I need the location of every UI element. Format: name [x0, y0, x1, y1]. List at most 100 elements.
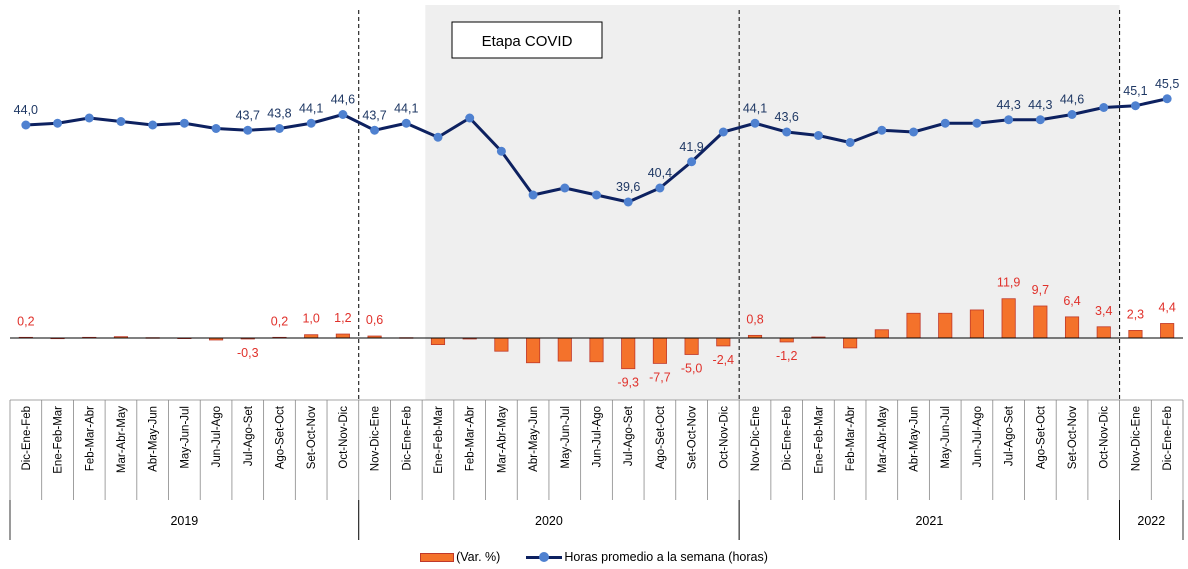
- x-tick-label: Jul-Ago-Set: [1004, 405, 1016, 466]
- line-point: [623, 197, 633, 207]
- line-data-label: 44,1: [299, 101, 323, 115]
- separators: [358, 10, 1121, 400]
- year-label: 2022: [1137, 514, 1165, 528]
- legend-line-label: Horas promedio a la semana (horas): [564, 550, 768, 564]
- line-point: [148, 120, 158, 130]
- line-data-label: 43,8: [267, 107, 291, 121]
- bar-data-label: 6,4: [1063, 294, 1080, 308]
- bar: [557, 337, 572, 362]
- x-tick-label: Set-Oct-Nov: [687, 406, 699, 470]
- line-data-label: 41,9: [679, 140, 703, 154]
- line-point: [53, 118, 63, 128]
- bar: [874, 329, 889, 339]
- line-data-label: 45,1: [1123, 84, 1147, 98]
- bar: [494, 337, 509, 352]
- bar-data-label: 0,2: [271, 314, 288, 328]
- x-tick-label: Abr-May-Jun: [528, 406, 540, 472]
- line-point: [1099, 103, 1109, 112]
- annotation-text: Etapa COVID: [482, 33, 573, 50]
- line-data-label: 43,7: [362, 108, 386, 122]
- x-tick-label: Jul-Ago-Set: [243, 405, 255, 466]
- bar-data-label: -2,4: [713, 353, 735, 367]
- line-point: [370, 125, 380, 135]
- bar: [526, 337, 541, 364]
- x-tick-label: May-Jun-Jul: [940, 406, 952, 469]
- bar-labels: 0,2 -0,3 0,2 1,0 1,2 0,6 -9,3 -7,7 -5,0 -2,4 0,8 -1…: [17, 276, 1176, 390]
- bar: [1001, 298, 1016, 339]
- x-tick-label: Jun-Jul-Ago: [211, 406, 223, 467]
- x-tick-label: Set-Oct-Nov: [306, 406, 318, 470]
- x-axis: Dic-Ene-Feb Ene-Feb-Mar Feb-Mar-Abr Mar-Abr…: [9, 399, 1184, 540]
- x-tick-label: Dic-Ene-Feb: [1162, 406, 1174, 471]
- x-tick-label: Ago-Set-Oct: [655, 405, 667, 469]
- bar-data-label: -9,3: [617, 376, 639, 390]
- year-label: 2019: [170, 514, 198, 528]
- line-point: [1130, 101, 1140, 111]
- bar: [1096, 326, 1111, 339]
- line-data-label: 44,1: [743, 101, 767, 115]
- covid-annotation: Etapa COVID: [451, 21, 603, 59]
- line-point: [813, 131, 823, 140]
- x-tick-label: Abr-May-Jun: [148, 406, 160, 472]
- x-tick-label: Nov-Dic-Ene: [1130, 406, 1142, 471]
- bar: [779, 337, 794, 343]
- line-data-label: 39,6: [616, 180, 640, 194]
- line-data-label: 43,7: [236, 108, 260, 122]
- x-tick-label: Ago-Set-Oct: [274, 405, 286, 469]
- x-tick-label: Mar-Abr-May: [877, 406, 889, 473]
- annotation-box: [451, 21, 603, 59]
- x-tick-label: Oct-Nov-Dic: [1099, 406, 1111, 469]
- line-data-label: 44,1: [394, 101, 418, 115]
- x-tick-label: Set-Oct-Nov: [1067, 406, 1079, 470]
- line-data-label: 44,0: [14, 103, 38, 117]
- x-tick-label: Dic-Ene-Feb: [401, 406, 413, 471]
- legend-item-line: Horas promedio a la semana (horas): [526, 550, 768, 564]
- bar-data-label: 2,3: [1127, 307, 1144, 321]
- bar-data-label: -0,3: [237, 346, 259, 360]
- bar-data-label: -5,0: [681, 362, 703, 376]
- x-tick-label: May-Jun-Jul: [560, 406, 572, 469]
- legend-bar-swatch: [420, 552, 455, 562]
- bar: [684, 337, 699, 355]
- bar: [1128, 330, 1143, 339]
- x-tick-label: Feb-Mar-Abr: [845, 406, 857, 471]
- bar: [938, 312, 953, 339]
- line-point: [274, 124, 284, 133]
- bar-data-label: 11,9: [997, 276, 1020, 290]
- bar: [1064, 316, 1080, 339]
- line-point: [845, 138, 855, 147]
- x-tick-label: Feb-Mar-Abr: [465, 406, 477, 471]
- line-point: [687, 157, 697, 167]
- line-point: [338, 110, 348, 119]
- line-point: [243, 125, 253, 135]
- x-tick-label: Oct-Nov-Dic: [338, 406, 350, 469]
- legend-item-bars: (Var. %): [420, 550, 500, 564]
- x-tick-label: Dic-Ene-Feb: [21, 406, 33, 471]
- line-data-label: 43,6: [775, 110, 799, 124]
- line-point: [592, 190, 601, 200]
- line-point: [465, 113, 475, 123]
- line-point: [496, 146, 506, 156]
- line-point: [179, 118, 189, 128]
- line-data-label: 44,3: [996, 98, 1020, 112]
- x-tick-label: Jun-Jul-Ago: [592, 406, 604, 467]
- line-series: [21, 94, 1172, 207]
- bar-data-label: 0,8: [746, 312, 763, 326]
- year-label: 2021: [915, 514, 943, 528]
- line-point: [750, 118, 760, 128]
- line-point: [782, 127, 792, 137]
- line-point: [1004, 115, 1014, 125]
- year-label: 2020: [535, 514, 563, 528]
- bar-data-label: 1,2: [334, 311, 351, 325]
- bar-data-label: -7,7: [649, 370, 671, 384]
- x-tick-label: Mar-Abr-May: [116, 406, 128, 473]
- line-point: [401, 118, 411, 128]
- line-data-label: 40,4: [648, 166, 672, 180]
- bar: [906, 312, 921, 339]
- x-tick-label: Mar-Abr-May: [496, 406, 508, 473]
- bar-data-label: -1,2: [776, 349, 798, 363]
- bar-data-label: 3,4: [1095, 304, 1112, 318]
- line-point: [528, 190, 538, 200]
- line-point: [1067, 110, 1077, 119]
